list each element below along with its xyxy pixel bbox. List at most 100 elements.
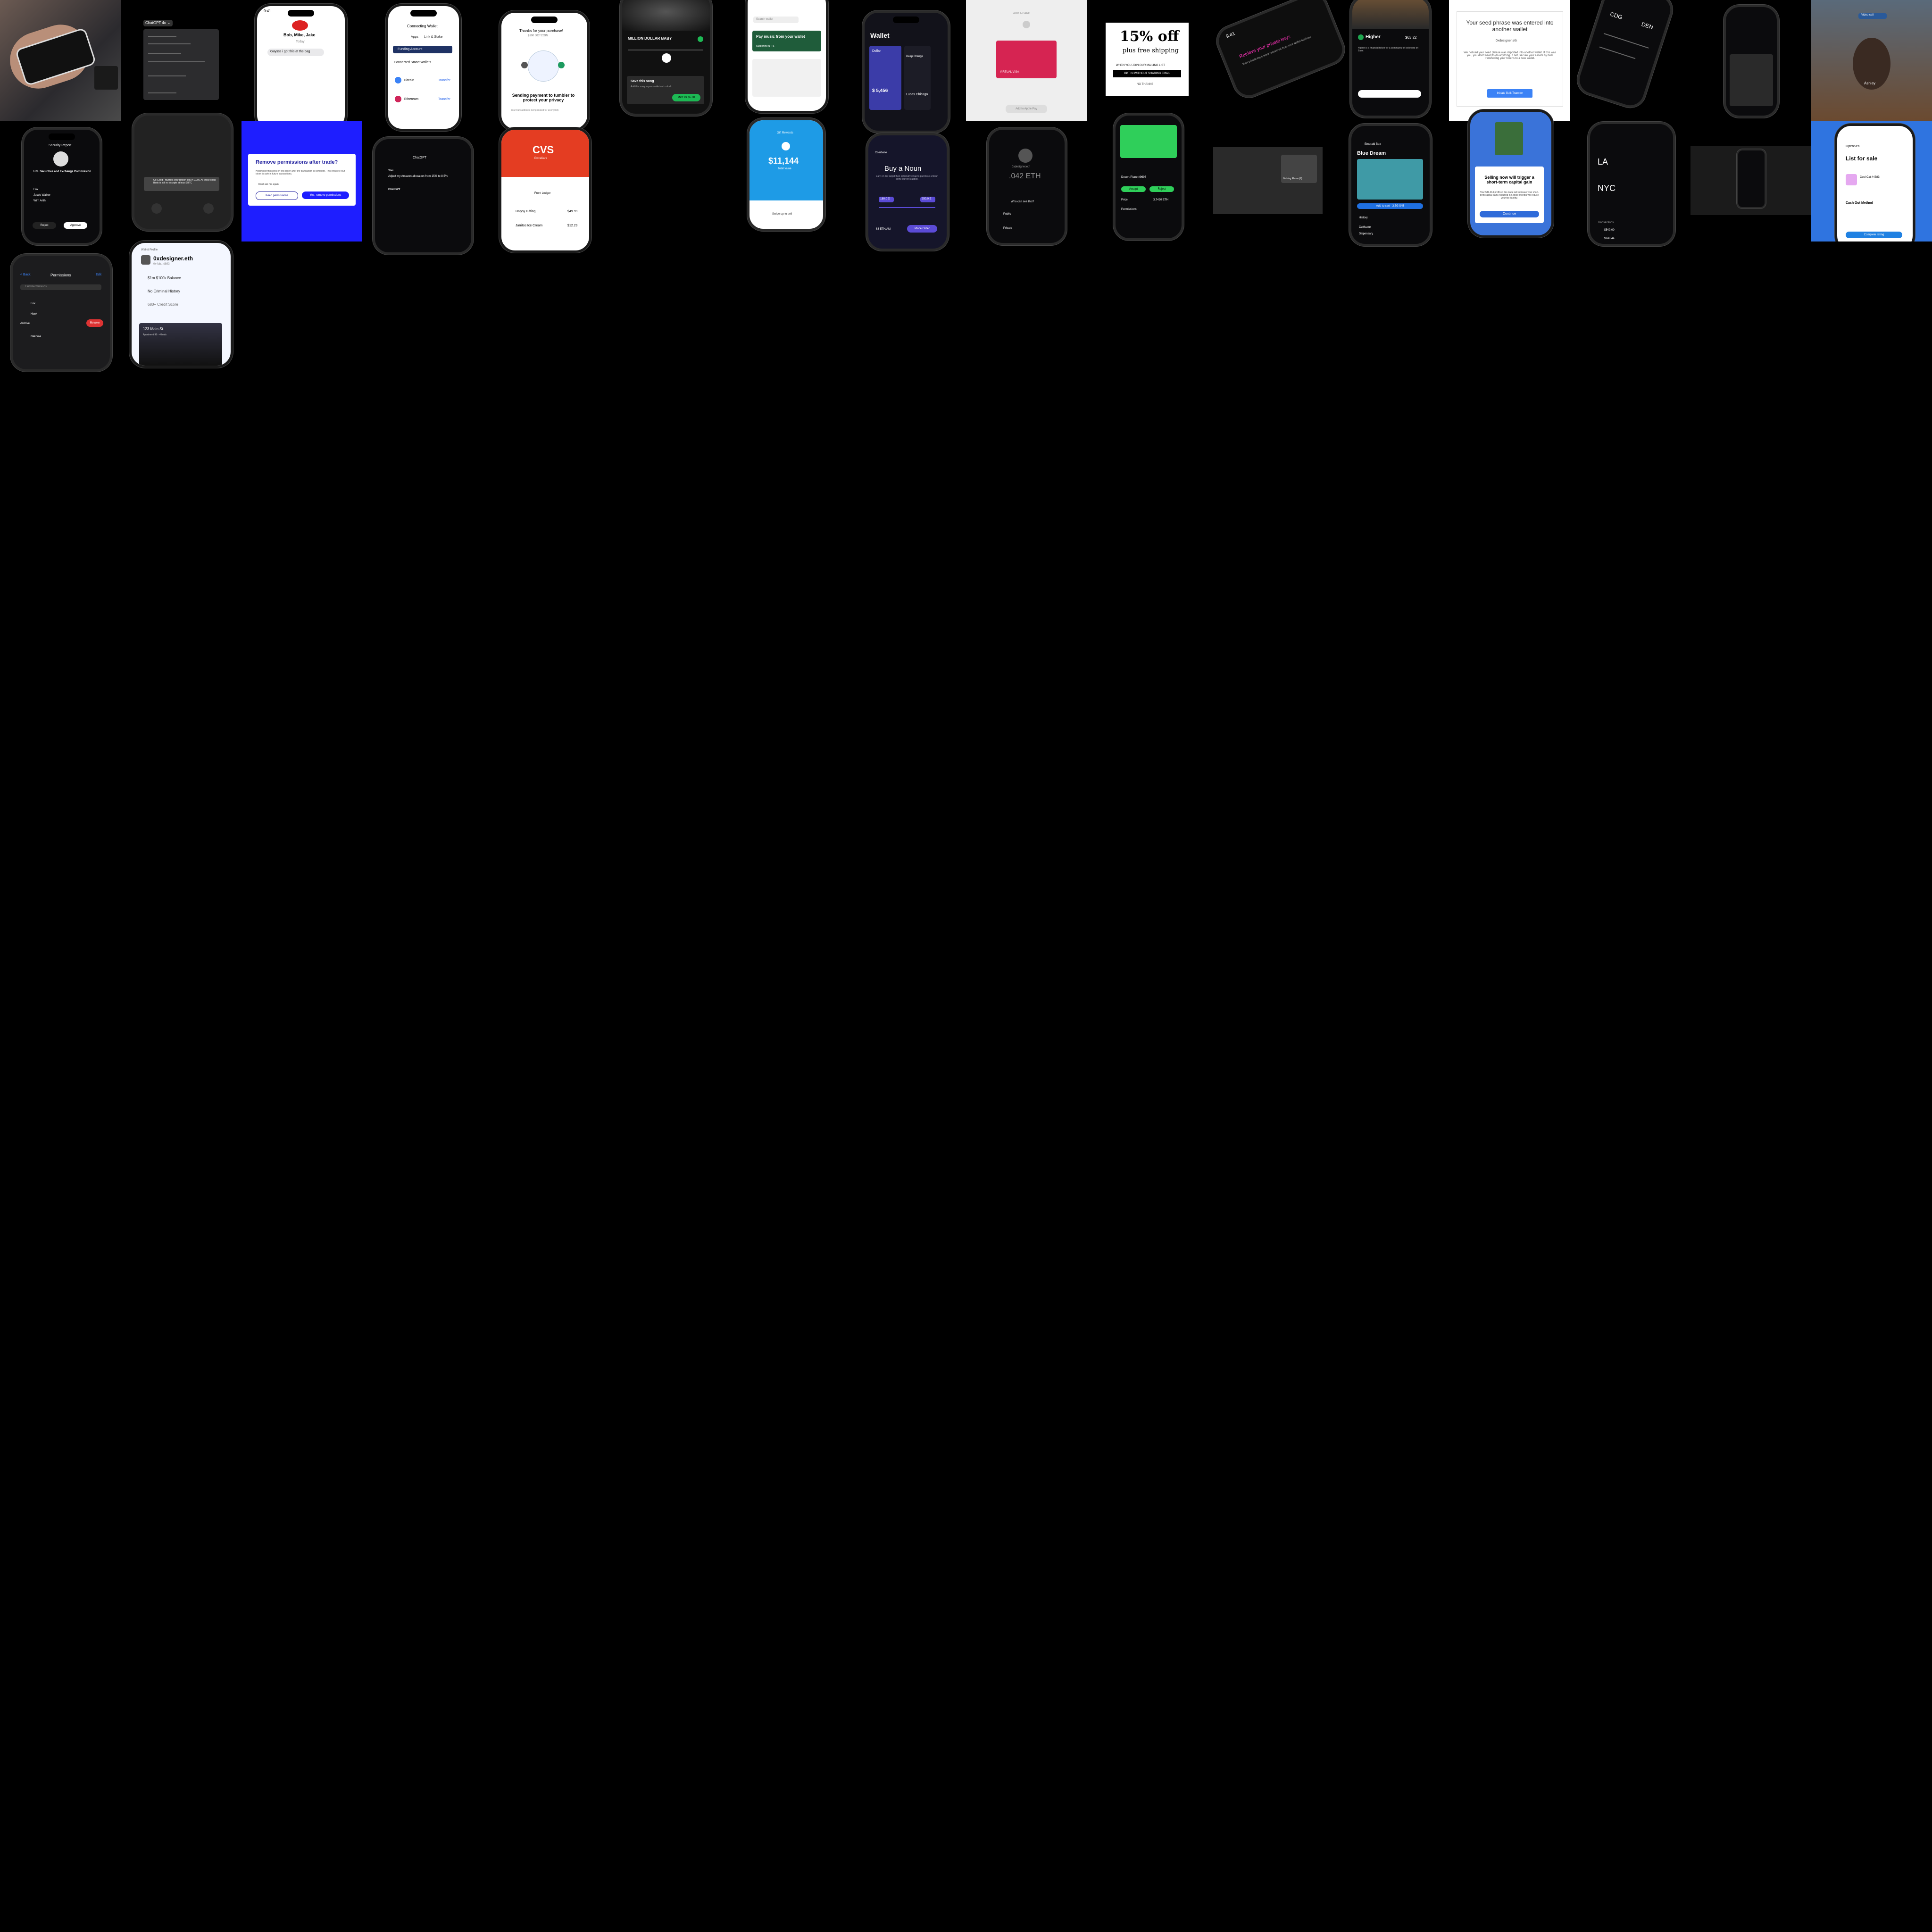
product-grid bbox=[752, 59, 821, 97]
range-slider[interactable] bbox=[879, 207, 935, 208]
pixel-art-frog bbox=[1495, 122, 1523, 155]
remove-permissions-button[interactable]: Yes, remove permissions bbox=[302, 192, 349, 199]
tile-add-card: ADD A CARD VIRTUAL VISA Add to Apple Pay bbox=[966, 0, 1087, 121]
promo-modal: 15% off plus free shipping WHEN YOU JOIN… bbox=[1106, 23, 1189, 96]
camera-icon[interactable] bbox=[203, 203, 214, 214]
link-icon bbox=[1023, 21, 1030, 28]
mini-phone bbox=[1737, 149, 1766, 208]
discount-headline: 15% off bbox=[1120, 28, 1179, 45]
identity-name: 0xdesigner.eth bbox=[153, 255, 193, 262]
approve-button[interactable]: Approve bbox=[64, 222, 87, 229]
revoke-button[interactable]: Revoke bbox=[86, 319, 103, 327]
dollar-card[interactable]: Dollar $ 5,456 bbox=[869, 46, 901, 110]
tumbler-ring bbox=[528, 50, 559, 82]
phone-higher-token: Higher $63.22 Higher is a financial toke… bbox=[1350, 0, 1431, 118]
trade-bar[interactable] bbox=[1358, 90, 1421, 98]
transfer-button-1[interactable]: Transfer bbox=[438, 79, 450, 82]
phone-buy-noun: Coinbase Buy a Noun Earn on the target t… bbox=[866, 133, 949, 251]
balance-header: Gift Rewards $11,144 Total value bbox=[749, 120, 823, 200]
edit-button[interactable]: Edit bbox=[96, 273, 102, 276]
balance-amount: $11,144 bbox=[768, 156, 799, 166]
tile-seed-phrase-alert: Your seed phrase was entered into anothe… bbox=[1449, 0, 1570, 121]
add-to-cart-button[interactable]: Add to cart · 3.5G $45 bbox=[1357, 203, 1423, 209]
dont-ask-checkbox[interactable]: Don't ask me again bbox=[258, 183, 279, 186]
reject-offer-button[interactable]: Reject bbox=[1149, 186, 1174, 192]
notification-card[interactable]: Go Good Froysters your Bitcoin buy in Gu… bbox=[144, 177, 219, 191]
message-bubble: Guysss i got this at the bag bbox=[267, 49, 324, 56]
promo-card[interactable]: Pay music from your wallet Supporting NF… bbox=[752, 31, 821, 51]
model-menu-button[interactable]: ChatGPT 4o ⌄ bbox=[143, 20, 173, 26]
accept-offer-button[interactable]: Accept bbox=[1121, 186, 1146, 192]
product-image bbox=[1357, 159, 1423, 200]
permissions-modal: Remove permissions after trade? Holding … bbox=[248, 154, 356, 206]
add-card-header: ADD A CARD bbox=[1013, 12, 1031, 15]
place-order-button[interactable]: Place Order bbox=[907, 225, 937, 233]
album-art bbox=[622, 0, 710, 31]
no-thanks-link[interactable]: NO THANKS bbox=[1137, 83, 1153, 86]
phone-eth-profile: 0xdesigner.eth .042 ETH Who can see this… bbox=[987, 127, 1067, 245]
flashlight-icon[interactable] bbox=[151, 203, 162, 214]
virtual-card[interactable]: VIRTUAL VISA bbox=[996, 41, 1057, 78]
noun-title: Buy a Noun bbox=[884, 165, 922, 173]
phone-group-chat: 9:41 Bob, Mike, Jake Today Guysss i got … bbox=[255, 4, 347, 131]
phone-blue-dream: Emerald Box Blue Dream Add to cart · 3.5… bbox=[1349, 124, 1432, 246]
nft-image bbox=[1120, 125, 1177, 158]
mint-button[interactable]: Mint for $5.00 bbox=[672, 94, 700, 101]
screen-title: Connecting Wallet bbox=[407, 24, 438, 28]
tile-blurred-video-call: Video call Ashley bbox=[1811, 0, 1932, 121]
phone-small-dialog bbox=[1724, 5, 1779, 118]
deep-orange-card[interactable]: Deep Orange Lucas Chicago bbox=[904, 46, 931, 110]
product-card[interactable]: Nothing Phone (2) bbox=[1281, 155, 1317, 183]
search-permissions[interactable]: Find Permissions bbox=[20, 284, 101, 290]
continue-button[interactable]: Continue bbox=[1480, 211, 1539, 217]
back-button[interactable]: < Back bbox=[20, 273, 31, 276]
phone-connecting-wallet: Connecting Wallet Apps Link & Stake Fund… bbox=[386, 4, 461, 131]
tile-chatgpt-menu: ChatGPT 4o ⌄ bbox=[121, 0, 242, 121]
phone-permissions: < Back Permissions Edit Find Permissions… bbox=[10, 254, 112, 372]
group-avatar bbox=[292, 20, 308, 31]
track-title: MILLION DOLLAR BABY bbox=[628, 36, 672, 41]
section-title: Connected Smart Wallets bbox=[394, 61, 432, 64]
tab-link[interactable]: Link & Stake bbox=[424, 35, 443, 39]
menu-panel bbox=[143, 29, 219, 100]
save-song-card: Save this song Add this song to your wal… bbox=[627, 76, 704, 104]
search-field[interactable]: Search wallet bbox=[753, 17, 799, 23]
card-reader bbox=[94, 66, 118, 90]
identity-avatar bbox=[141, 255, 150, 265]
phone-gift-balance: Gift Rewards $11,144 Total value Swipe u… bbox=[747, 118, 825, 231]
reject-button[interactable]: Reject bbox=[33, 222, 56, 229]
token-hero-image bbox=[1352, 0, 1429, 29]
token-price: $63.22 bbox=[1405, 35, 1417, 40]
funding-account-row[interactable]: Funding Account bbox=[393, 46, 452, 53]
ethereum-icon bbox=[395, 96, 401, 102]
bulk-transfer-button[interactable]: Initiate Bulk Transfer bbox=[1487, 89, 1532, 98]
cvs-header: CVS ExtraCare bbox=[501, 130, 589, 177]
phone-capital-gain: Selling now will trigger a short-term ca… bbox=[1468, 109, 1554, 238]
tab-apps[interactable]: Apps bbox=[411, 35, 418, 39]
wallet-title: Wallet bbox=[870, 32, 890, 39]
chat-date: Today bbox=[296, 40, 305, 43]
play-pause-button[interactable] bbox=[662, 53, 671, 63]
video-badge: Video call bbox=[1858, 13, 1887, 19]
sec-seal-icon bbox=[53, 151, 68, 167]
opt-in-button[interactable]: OPT IN WITHOUT SHARING EMAIL bbox=[1113, 70, 1181, 77]
phone-opensea: OpenSea List for sale Cool Cat #4383 Cas… bbox=[1835, 124, 1915, 242]
phone-security-report: Security Report U.S. Securities and Exch… bbox=[22, 127, 102, 245]
keep-permissions-button[interactable]: Keep permissions bbox=[256, 192, 298, 200]
phone-flight-tilted: CDG DEN bbox=[1573, 0, 1677, 112]
model-menu-label: ChatGPT 4o ⌄ bbox=[145, 21, 171, 25]
dialog-card bbox=[1730, 54, 1773, 106]
list-title: List for sale bbox=[1846, 155, 1878, 162]
add-to-apple-pay-button[interactable]: Add to Apple Pay bbox=[1006, 105, 1047, 113]
tile-discount-popup: 15% off plus free shipping WHEN YOU JOIN… bbox=[1087, 0, 1208, 121]
product-title: Blue Dream bbox=[1357, 150, 1386, 156]
transfer-button-2[interactable]: Transfer bbox=[438, 98, 450, 101]
option-private[interactable]: Private bbox=[1003, 227, 1012, 230]
complete-listing-button[interactable]: Complete listing bbox=[1846, 232, 1902, 238]
tile-hand-payment-photo bbox=[0, 0, 121, 121]
swipe-to-sell[interactable]: Swipe up to sell bbox=[772, 213, 792, 216]
option-public[interactable]: Public bbox=[1003, 213, 1011, 216]
tile-remove-permissions: Remove permissions after trade? Holding … bbox=[242, 121, 362, 242]
phone-la-nyc: LA NYC Transactions $549.00 $248.44 bbox=[1588, 122, 1675, 246]
purchase-amount: $100 DOTCOIN bbox=[528, 34, 548, 37]
